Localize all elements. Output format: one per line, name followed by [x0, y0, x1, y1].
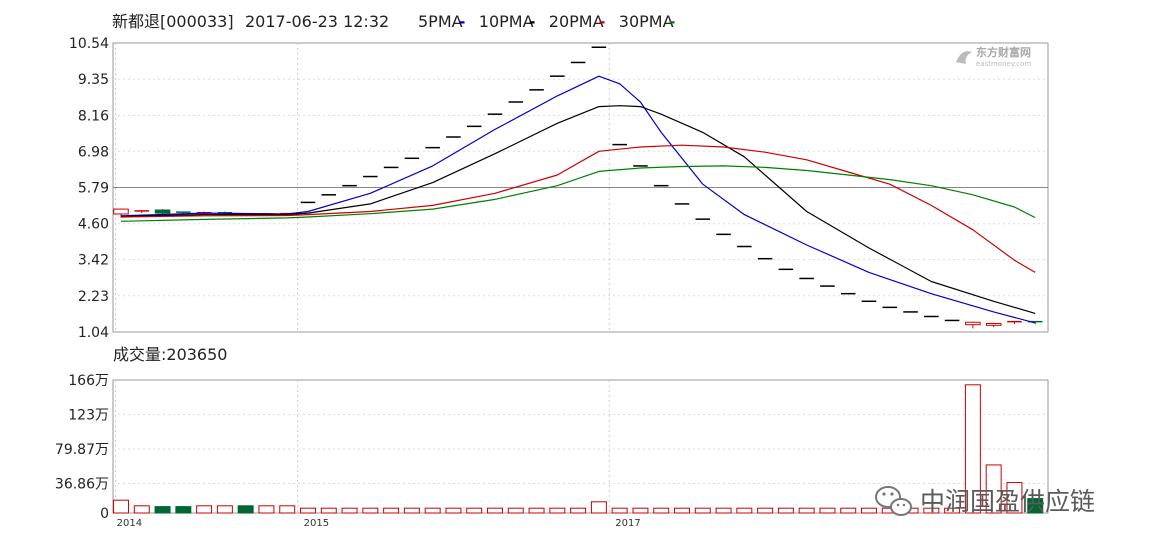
volume-x-tick-label: 2015	[304, 518, 329, 529]
eastmoney-logo-text: 东方财富网	[976, 45, 1031, 59]
eastmoney-logo-icon	[956, 51, 972, 64]
ma-legend-label: 5PMA	[418, 12, 463, 31]
volume-bar	[715, 507, 732, 514]
volume-bar	[216, 505, 233, 514]
ma-line-30pma	[120, 165, 1036, 222]
volume-bars	[113, 384, 1044, 514]
volume-bar	[196, 505, 213, 514]
ma-legend: 5PMA- 10PMA- 20PMA- 30PMA-	[418, 12, 675, 31]
volume-bar	[549, 507, 566, 514]
price-y-tick-label: 2.23	[78, 289, 109, 305]
volume-bar	[944, 507, 961, 514]
volume-bar	[403, 507, 420, 514]
volume-bar	[424, 507, 441, 514]
volume-y-tick-label: 166万	[68, 373, 109, 389]
ma-line-5pma	[120, 75, 1036, 324]
volume-y-tick-label: 79.87万	[55, 442, 109, 458]
volume-bar	[861, 507, 877, 514]
volume-bar	[777, 507, 794, 514]
volume-bar	[757, 507, 774, 514]
watermark-brand-text: 中润国盈供应链	[920, 487, 1095, 516]
volume-bar	[487, 507, 503, 514]
price-y-axis: 10.54 9.35 8.16 6.98 5.79 4.60 3.42 2.23 1.04	[69, 36, 109, 341]
volume-bar	[590, 501, 607, 514]
volume-bar	[279, 505, 296, 514]
ma-legend-swatch: -	[529, 12, 536, 31]
volume-y-axis: 166万 123万 79.87万 36.86万 0	[55, 373, 109, 522]
volume-bar	[736, 507, 753, 514]
price-y-tick-label: 6.98	[78, 144, 109, 160]
volume-bar	[528, 507, 545, 514]
volume-bar	[507, 507, 524, 514]
volume-bar	[840, 507, 857, 514]
price-y-tick-label: 5.79	[78, 181, 109, 197]
ma-legend-swatch: -	[459, 12, 466, 31]
volume-bar	[362, 507, 379, 514]
volume-bar	[341, 507, 358, 514]
volume-bar	[632, 507, 649, 514]
price-y-tick-label: 1.04	[78, 325, 109, 341]
volume-bar	[466, 507, 483, 514]
ma-legend-swatch: -	[599, 12, 606, 31]
volume-bar	[798, 507, 815, 514]
ma-legend-label: 30PMA	[619, 12, 674, 31]
volume-bar	[923, 507, 940, 514]
volume-bar	[237, 505, 254, 514]
volume-bar	[653, 507, 670, 514]
volume-y-tick-label: 36.86万	[55, 476, 109, 492]
eastmoney-logo: 东方财富网 eastmoney.com	[956, 45, 1031, 68]
price-y-tick-label: 10.54	[69, 36, 109, 52]
ma-legend-label: 10PMA	[479, 12, 534, 31]
volume-bar	[258, 505, 275, 514]
volume-bar	[964, 384, 981, 514]
price-grid	[113, 43, 1048, 332]
volume-bar	[674, 507, 690, 514]
candle-body	[154, 209, 171, 214]
stock-title: 新都退[000033]	[112, 12, 234, 31]
wechat-icon	[875, 486, 912, 516]
candle-body	[965, 321, 981, 326]
price-y-tick-label: 3.42	[78, 253, 109, 269]
volume-bar	[694, 507, 711, 514]
price-ma-lines	[120, 75, 1036, 324]
candle-body	[113, 208, 129, 215]
price-y-tick-label: 8.16	[78, 108, 109, 124]
volume-bar	[300, 507, 316, 514]
ma-line-10pma	[120, 105, 1036, 314]
chart-header: 新都退[000033] 2017-06-23 12:32 5PMA- 10PMA-…	[112, 12, 675, 31]
volume-grid	[113, 380, 1048, 513]
volume-x-axis: 2014 2015 2017	[117, 518, 641, 529]
volume-y-tick-label: 0	[100, 506, 109, 522]
volume-bar	[113, 499, 129, 514]
candle-body	[985, 322, 1002, 326]
chart-datetime: 2017-06-23 12:32	[245, 12, 389, 31]
volume-bar	[985, 464, 1002, 514]
volume-x-tick-label: 2017	[615, 518, 640, 529]
volume-x-tick-label: 2014	[117, 518, 142, 529]
volume-bar	[154, 506, 171, 514]
price-y-tick-label: 9.35	[78, 72, 109, 88]
volume-panel-frame	[112, 379, 1049, 514]
volume-bar	[175, 506, 192, 514]
volume-bar	[383, 507, 400, 514]
volume-bar	[320, 507, 337, 514]
volume-bar	[611, 507, 628, 514]
volume-y-tick-label: 123万	[68, 407, 109, 423]
wechat-watermark: 中润国盈供应链	[875, 486, 1095, 516]
volume-bar	[1027, 498, 1044, 514]
price-y-tick-label: 4.60	[78, 217, 109, 233]
volume-bar	[133, 505, 150, 514]
ma-legend-label: 20PMA	[549, 12, 604, 31]
volume-bar	[819, 507, 836, 514]
eastmoney-logo-sub: eastmoney.com	[976, 60, 1031, 68]
ma-line-20pma	[120, 144, 1036, 273]
ma-legend-swatch: -	[669, 12, 676, 31]
volume-bar	[570, 507, 587, 514]
volume-header: 成交量:203650	[113, 345, 227, 364]
volume-bar	[1006, 482, 1023, 514]
volume-bar	[445, 507, 462, 514]
